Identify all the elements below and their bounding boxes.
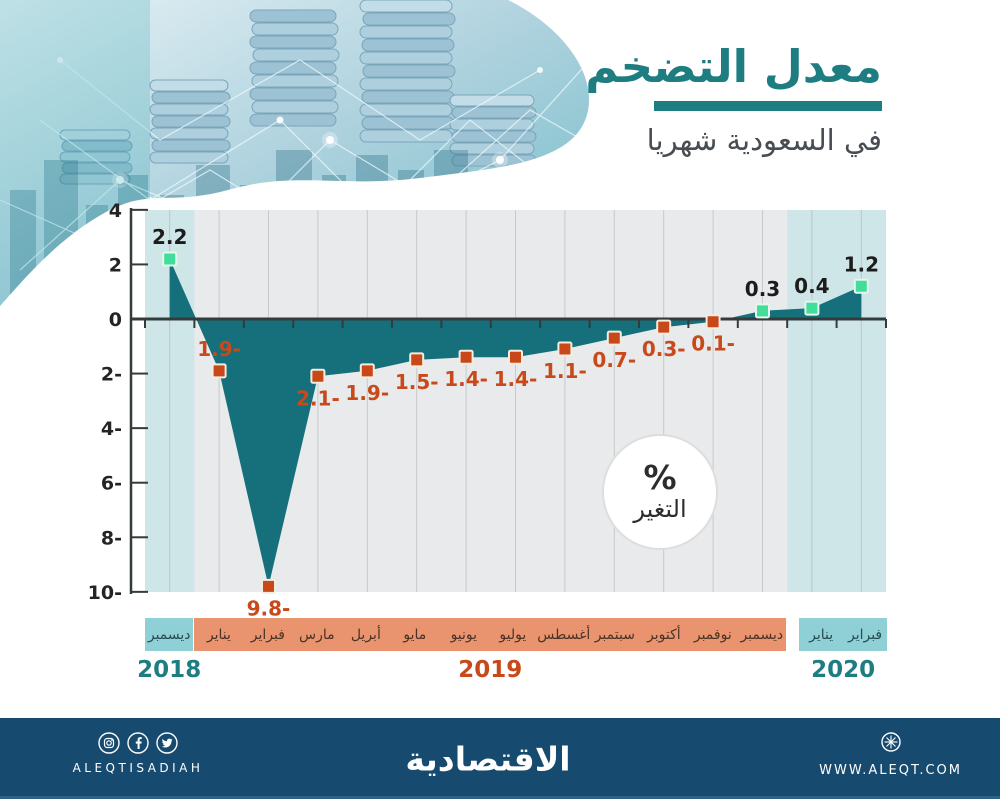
data-point-label: 1.5-: [395, 370, 439, 394]
data-point-marker: [853, 278, 869, 294]
highlight-band-2020: [787, 210, 886, 592]
month-label: سبتمبر: [594, 626, 635, 643]
data-point-marker: [705, 314, 721, 330]
month-label: فبراير: [250, 626, 285, 643]
coin-stacks: [59, 0, 537, 185]
month-label: أغسطس: [537, 626, 591, 643]
month-label: نوفمبر: [693, 626, 732, 643]
social-handle: ALEQTISADIAH: [72, 761, 204, 775]
y-tick-label: 8-: [101, 527, 122, 549]
data-point-label: 0.4: [794, 274, 829, 298]
y-tick-label: 6-: [101, 473, 122, 495]
year-label-2018: 2018: [137, 657, 202, 683]
percent-label: التغير: [633, 495, 687, 524]
data-point-label: 0.3-: [642, 337, 686, 361]
data-point-marker: [458, 349, 474, 365]
month-label: فبراير: [847, 626, 883, 643]
page-title: معدل التضخم: [585, 40, 882, 93]
month-label: يناير: [809, 626, 834, 643]
data-point-label: 1.1-: [543, 359, 587, 383]
month-label: مايو: [403, 626, 427, 643]
data-point-marker: [359, 363, 375, 379]
facebook-icon[interactable]: [127, 732, 149, 754]
y-tick-label: 10-: [88, 582, 122, 604]
percent-symbol: %: [643, 457, 677, 497]
month-label: أكتوبر: [646, 626, 681, 643]
year-label-2019: 2019: [458, 657, 523, 683]
footer-website: WWW.ALEQT.COM: [819, 730, 962, 778]
year-label-2020: 2020: [811, 657, 876, 683]
month-label: مارس: [299, 626, 335, 643]
page-subtitle: في السعودية شهريا: [646, 123, 882, 157]
month-label: يناير: [206, 626, 231, 643]
globe-share-icon[interactable]: [879, 730, 903, 754]
data-point-label: 2.1-: [296, 386, 340, 410]
month-band-2020: يناير فبراير: [799, 618, 887, 651]
month-label: يونيو: [450, 626, 478, 643]
data-point-marker: [508, 349, 523, 365]
month-label: ديسمبر: [147, 626, 191, 643]
data-point-label: 1.4-: [494, 367, 538, 391]
data-point-label: 0.7-: [592, 348, 636, 372]
data-point-label: 1.2: [844, 252, 879, 276]
instagram-icon[interactable]: [98, 732, 120, 754]
month-band-2019: يناير فبراير مارس أبريل مايو يونيو يوليو أغسطس س…: [194, 618, 787, 651]
y-tick-label: 4-: [101, 418, 122, 440]
data-point-marker: [261, 578, 276, 594]
month-label: ديسمبر: [740, 626, 784, 643]
data-point-marker: [804, 300, 820, 316]
data-point-label: 1.4-: [444, 367, 488, 391]
data-point-label: 1.9-: [345, 381, 389, 405]
website-url[interactable]: WWW.ALEQT.COM: [819, 763, 962, 778]
twitter-icon[interactable]: [156, 732, 178, 754]
data-point-marker: [409, 352, 425, 368]
data-point-label: 9.8-: [247, 596, 291, 620]
data-point-label: 0.3: [745, 277, 780, 301]
data-point-label: 0.1-: [691, 332, 735, 356]
header: معدل التضخم في السعودية شهريا: [585, 40, 882, 157]
footer-social: ALEQTISADIAH: [48, 732, 228, 775]
data-point-marker: [310, 368, 326, 384]
footer-bar: ALEQTISADIAH الاقتصادية WWW.ALEQT.COM: [0, 718, 1000, 799]
hero-image: [0, 0, 590, 306]
month-label: يوليو: [499, 626, 527, 643]
brand-logo: الاقتصادية: [405, 739, 571, 778]
month-band-2018: ديسمبر: [145, 618, 194, 651]
title-underline: [654, 101, 882, 111]
y-tick-label: 2-: [101, 364, 122, 386]
data-point-marker: [211, 363, 227, 379]
percent-change-badge: % التغير: [602, 434, 718, 550]
month-label: أبريل: [350, 626, 381, 643]
data-point-marker: [656, 319, 672, 335]
data-point-marker: [755, 303, 770, 319]
